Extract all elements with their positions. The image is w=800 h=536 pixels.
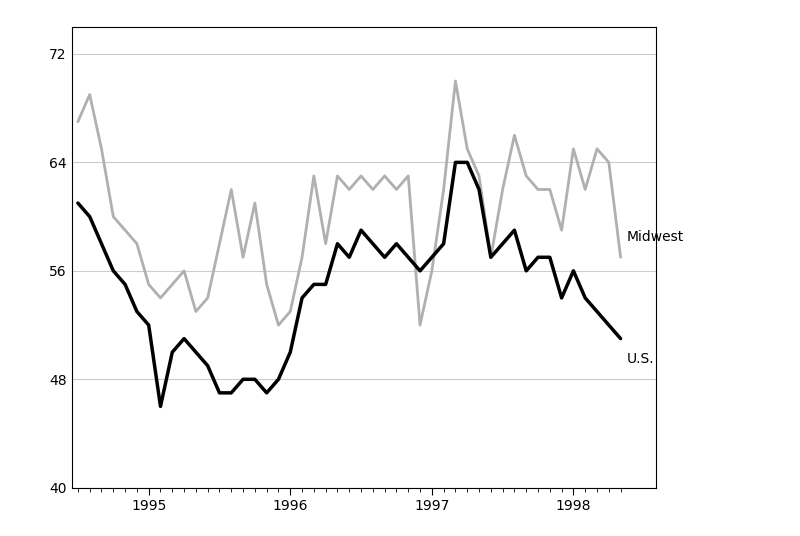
Text: U.S.: U.S.	[626, 352, 654, 366]
Text: Midwest: Midwest	[626, 230, 684, 244]
